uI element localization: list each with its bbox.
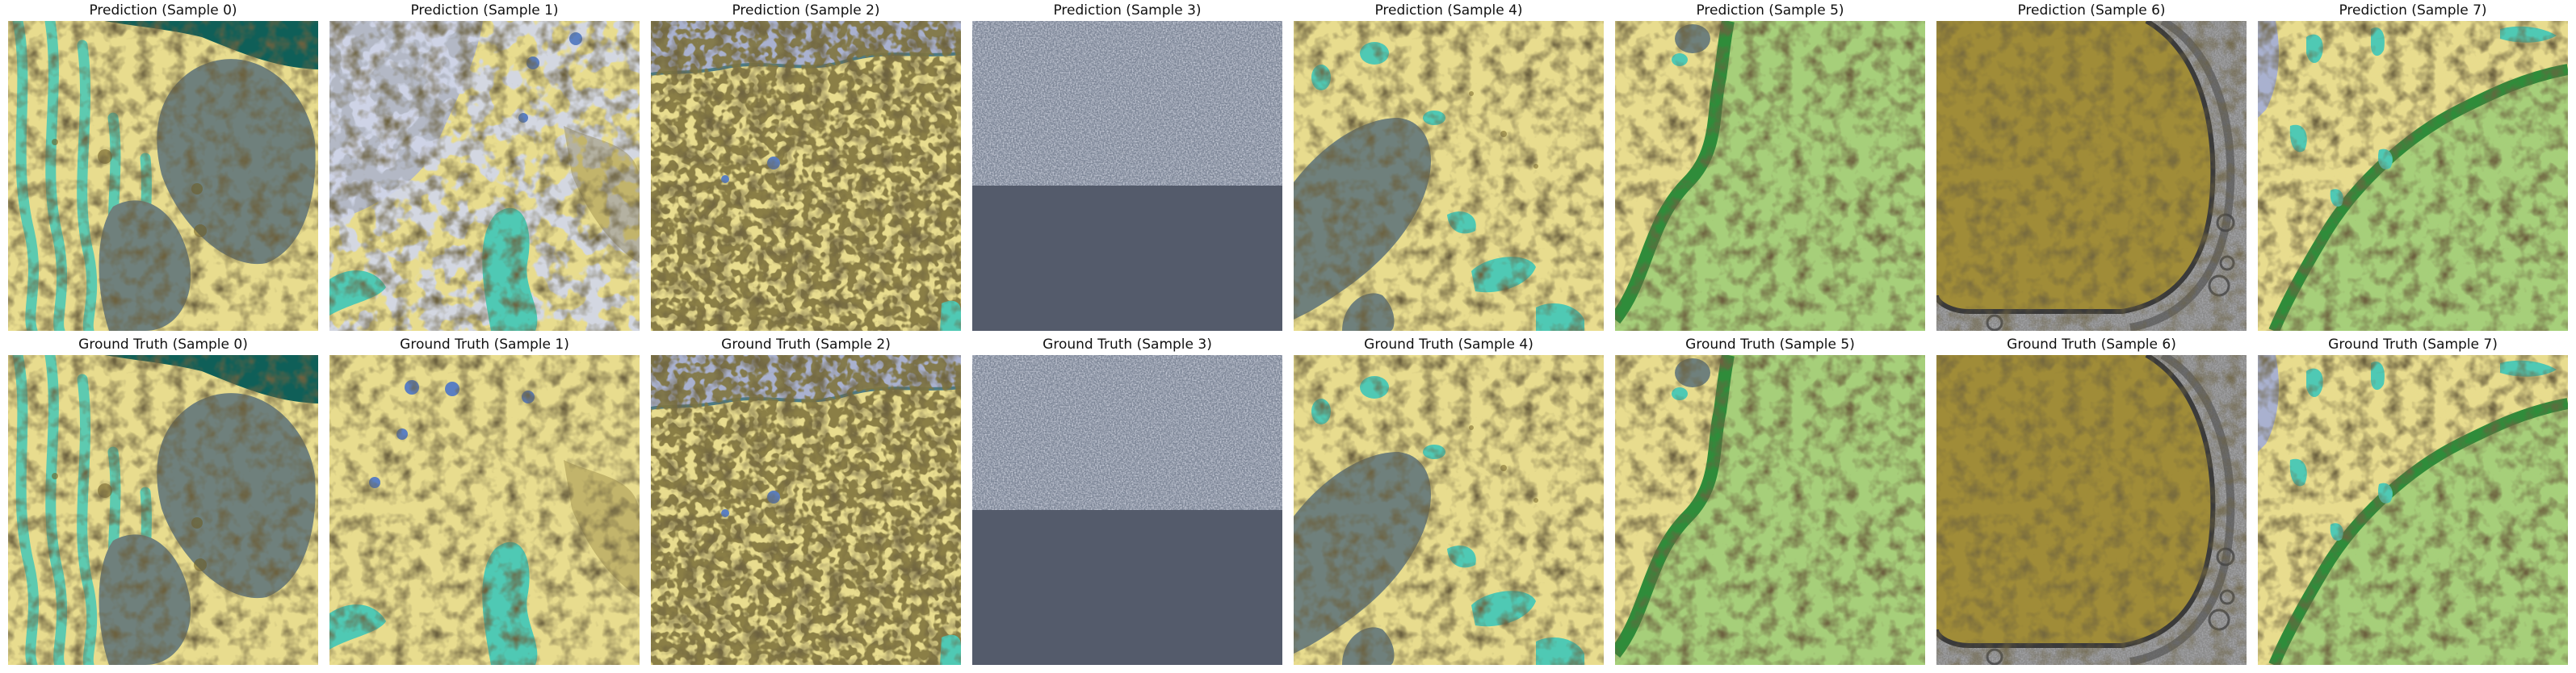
sample-0-scene xyxy=(8,355,318,665)
segmentation-image xyxy=(1936,21,2247,331)
segmentation-image xyxy=(329,355,640,665)
panel-title: Ground Truth (Sample 6) xyxy=(2007,336,2176,353)
sample-6-scene xyxy=(1936,355,2247,665)
panel-title: Ground Truth (Sample 0) xyxy=(78,336,248,353)
sample-7-scene xyxy=(2258,355,2568,665)
sample-7-scene xyxy=(2258,21,2568,331)
segmentation-image xyxy=(1615,355,1925,665)
sample-4-scene xyxy=(1294,21,1604,331)
sample-4-scene xyxy=(1294,355,1604,665)
panel-title: Ground Truth (Sample 2) xyxy=(721,336,891,353)
panel-title: Prediction (Sample 2) xyxy=(732,2,880,19)
sample-3-pred-scene xyxy=(972,21,1282,331)
segmentation-image xyxy=(2258,21,2568,331)
panel-title: Ground Truth (Sample 4) xyxy=(1364,336,1533,353)
sample-0-scene xyxy=(8,21,318,331)
segmentation-image xyxy=(1294,21,1604,331)
segmentation-image xyxy=(651,21,961,331)
panel-title: Ground Truth (Sample 7) xyxy=(2328,336,2498,353)
panel-title: Prediction (Sample 4) xyxy=(1374,2,1523,19)
sample-1-gt-scene xyxy=(329,355,640,665)
segmentation-image xyxy=(329,21,640,331)
segmentation-image xyxy=(972,355,1282,665)
panel-title: Ground Truth (Sample 3) xyxy=(1043,336,1212,353)
panel-title: Prediction (Sample 0) xyxy=(89,2,237,19)
segmentation-image xyxy=(1294,355,1604,665)
sample-2-scene xyxy=(651,355,961,665)
segmentation-image xyxy=(8,355,318,665)
sample-5-scene xyxy=(1615,355,1925,665)
sample-5-scene xyxy=(1615,21,1925,331)
panel-title: Ground Truth (Sample 1) xyxy=(400,336,569,353)
segmentation-image xyxy=(972,21,1282,331)
sample-2-scene xyxy=(651,21,961,331)
segmentation-image xyxy=(651,355,961,665)
segmentation-image xyxy=(1936,355,2247,665)
panel-title: Prediction (Sample 5) xyxy=(1696,2,1844,19)
segmentation-image xyxy=(8,21,318,331)
panel-title: Prediction (Sample 7) xyxy=(2339,2,2487,19)
segmentation-image xyxy=(2258,355,2568,665)
segmentation-image xyxy=(1615,21,1925,331)
sample-6-scene xyxy=(1936,21,2247,331)
panel-title: Prediction (Sample 1) xyxy=(410,2,559,19)
panel-title: Ground Truth (Sample 5) xyxy=(1685,336,1855,353)
sample-3-gt-scene xyxy=(972,355,1282,665)
panel-title: Prediction (Sample 3) xyxy=(1053,2,1202,19)
panel-title: Prediction (Sample 6) xyxy=(2017,2,2166,19)
sample-1-pred-scene xyxy=(329,21,640,331)
